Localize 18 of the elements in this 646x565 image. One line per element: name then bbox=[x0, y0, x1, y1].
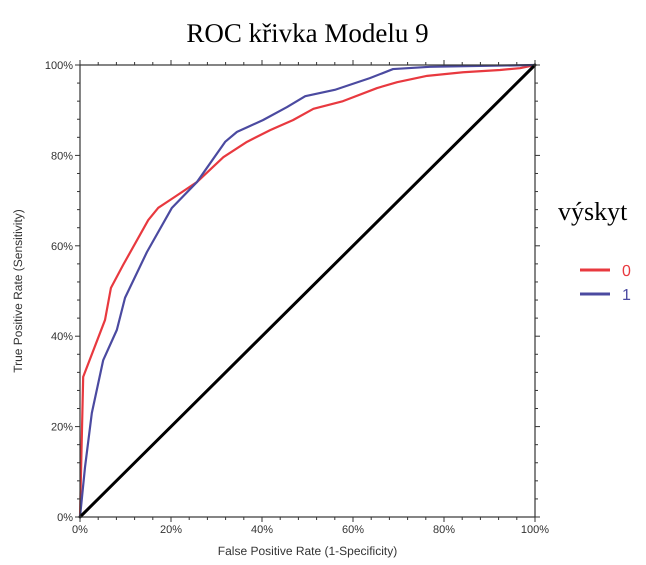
x-tick-label: 20% bbox=[160, 524, 182, 536]
y-tick-label: 40% bbox=[50, 331, 74, 344]
y-axis-title: True Positive Rate (Sensitivity) bbox=[11, 209, 25, 373]
y-tick-label: 20% bbox=[50, 422, 74, 434]
x-tick-label: 100% bbox=[520, 524, 550, 536]
legend-label: 0 bbox=[622, 263, 631, 280]
x-axis-title: False Positive Rate (1-Specificity) bbox=[218, 544, 398, 558]
y-tick-label: 60% bbox=[50, 240, 74, 253]
y-tick-label: 0% bbox=[57, 512, 74, 524]
x-tick-label: 0% bbox=[72, 524, 88, 536]
x-tick-label: 60% bbox=[342, 524, 364, 536]
y-tick-label: 80% bbox=[50, 150, 74, 162]
legend-title: výskyt bbox=[558, 197, 628, 226]
y-tick-label: 100% bbox=[44, 60, 74, 72]
x-tick-label: 80% bbox=[432, 524, 456, 536]
x-tick-label: 40% bbox=[250, 524, 274, 536]
chart-title: ROC křivka Modelu 9 bbox=[186, 18, 429, 48]
legend-label: 1 bbox=[622, 287, 631, 304]
